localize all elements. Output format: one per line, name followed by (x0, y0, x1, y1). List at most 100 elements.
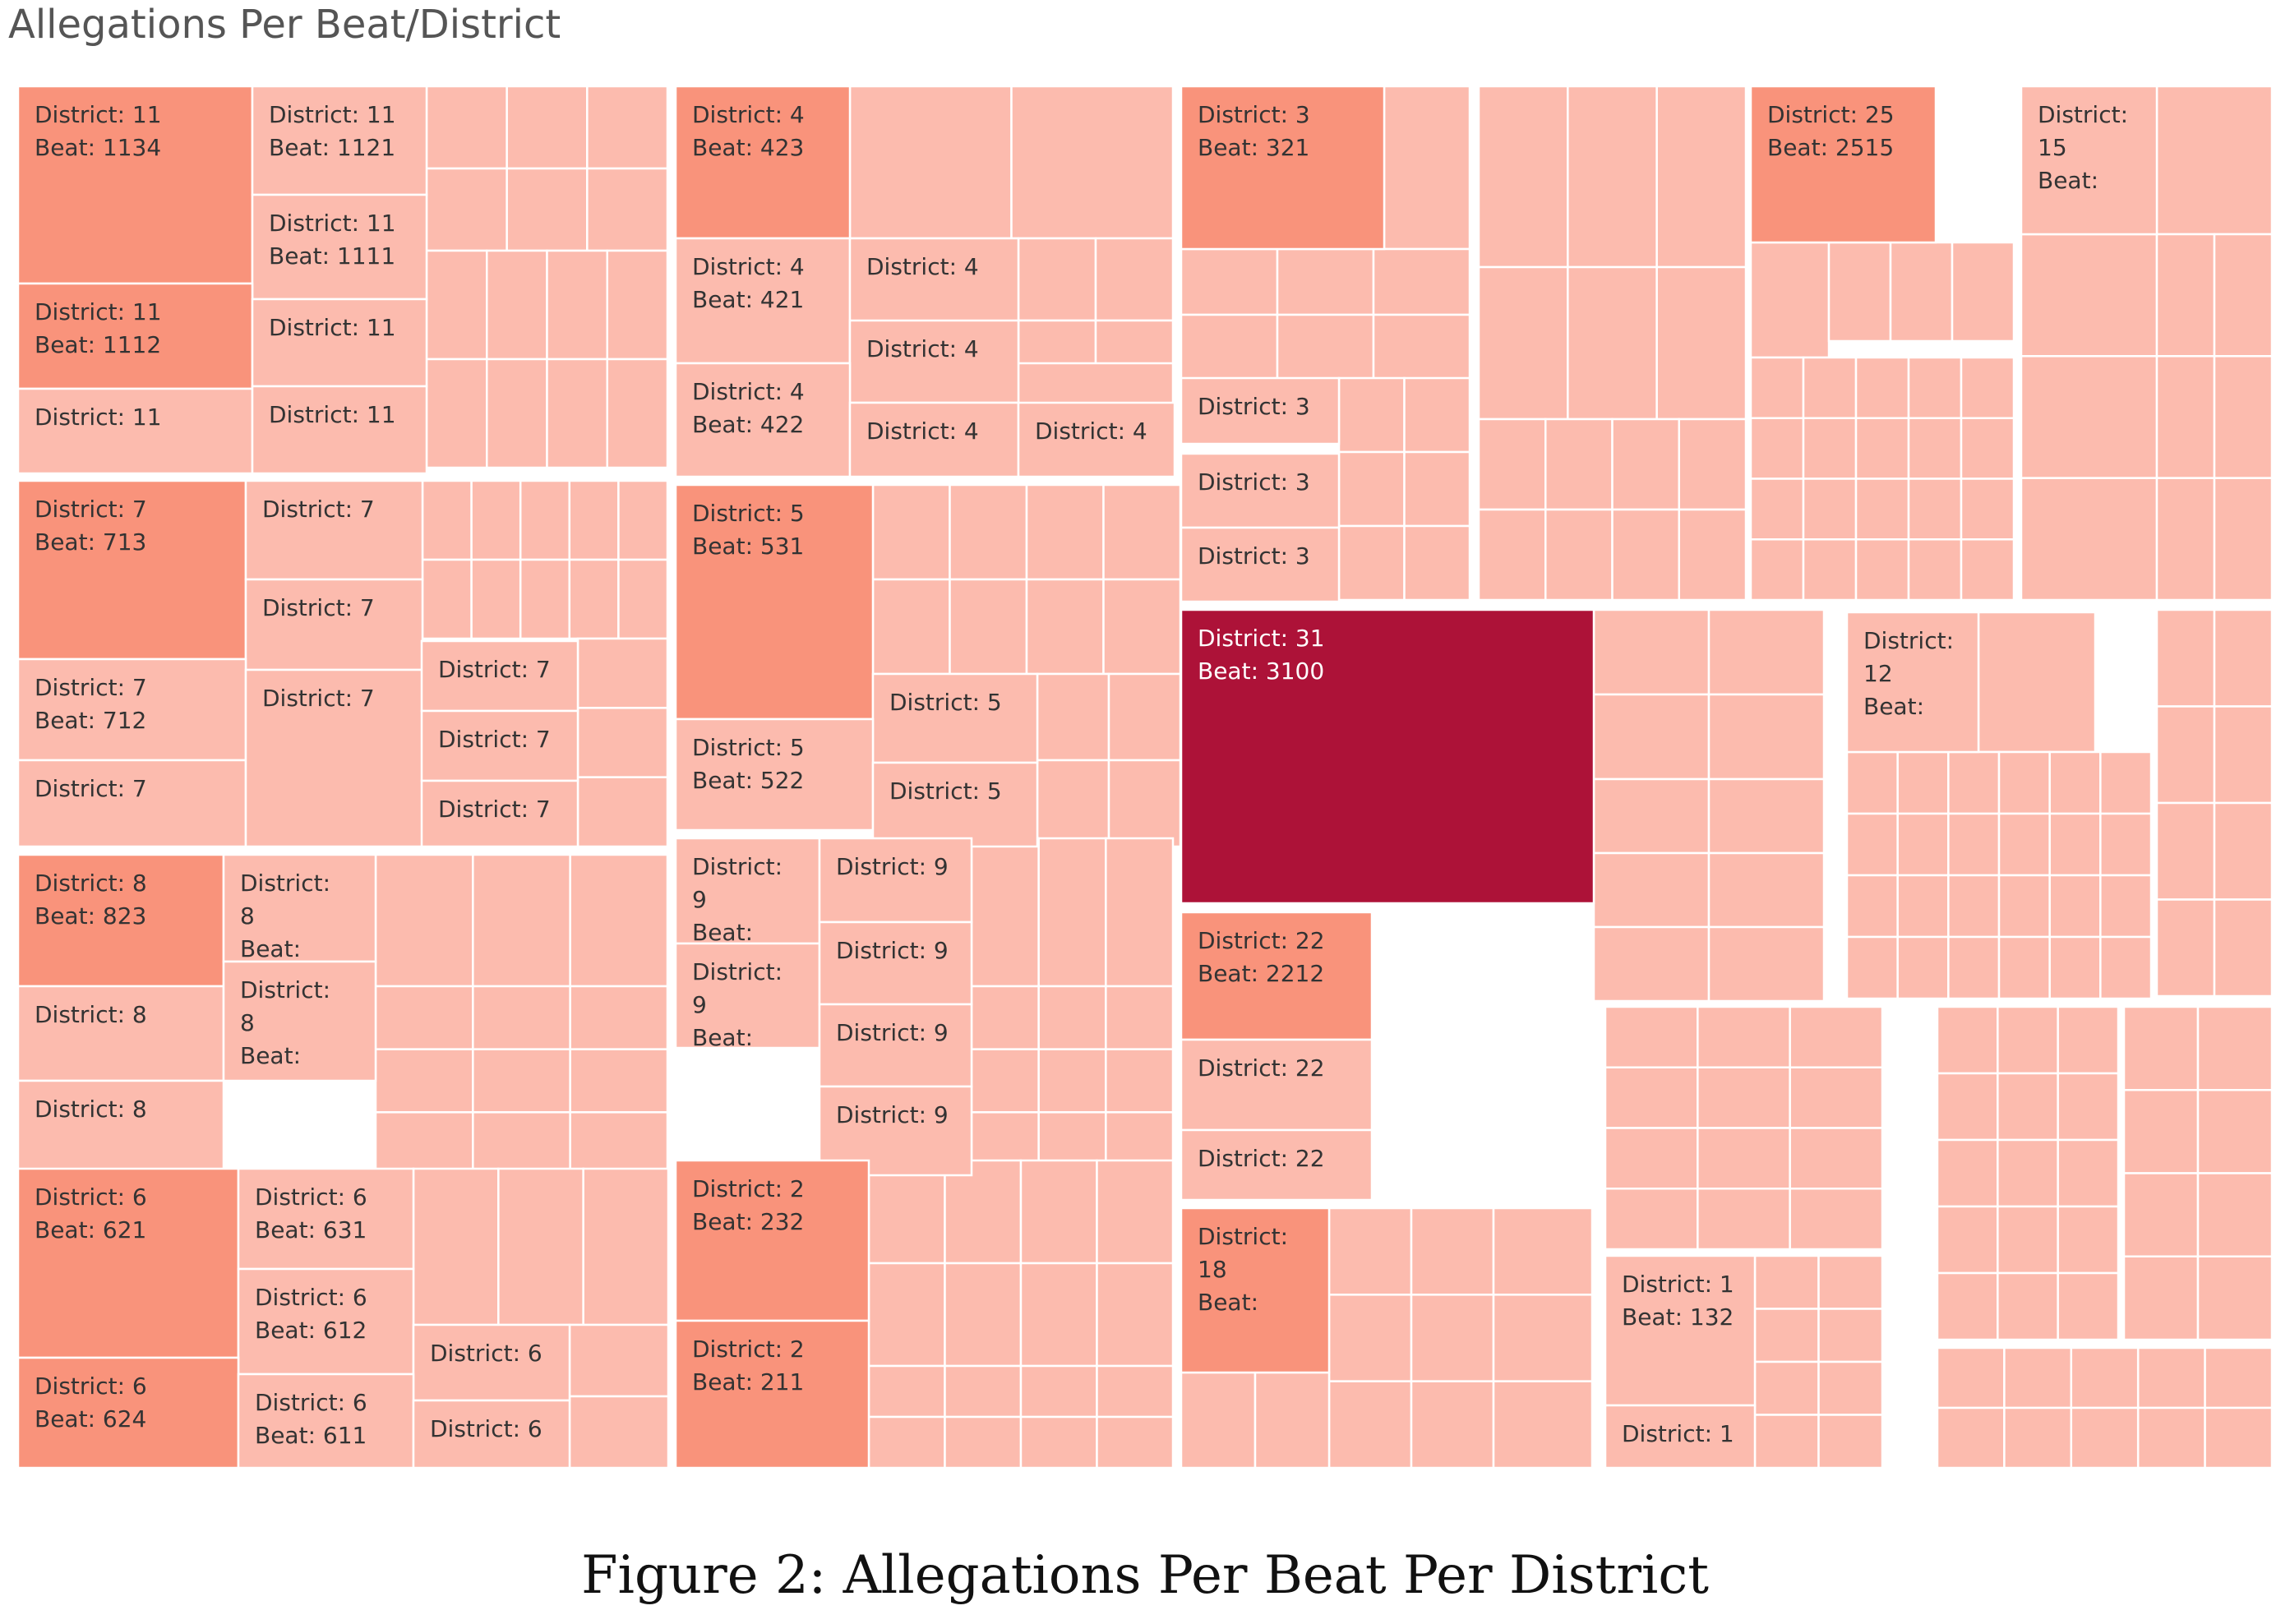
tile-label: 15 (2038, 134, 2067, 161)
tile-label: District: 3 (1198, 542, 1310, 570)
treemap-tile (2004, 1348, 2071, 1408)
treemap-tile (1709, 853, 1824, 927)
tile-label: District: 7 (438, 726, 551, 753)
treemap-tile (1374, 249, 1470, 315)
treemap-tile (1819, 1256, 1883, 1309)
tile-label: District: 7 (438, 656, 551, 683)
treemap-tile (2157, 234, 2214, 356)
treemap-tile (570, 1325, 668, 1396)
tile-label: Beat: 522 (692, 767, 804, 794)
treemap-tile (547, 359, 607, 468)
treemap-tile (2198, 1174, 2272, 1257)
treemap-tile (1039, 838, 1106, 986)
treemap-tile (2138, 1408, 2205, 1468)
treemap-tile (1898, 814, 1949, 875)
treemap-tile (2214, 803, 2272, 900)
treemap-tile (1697, 1188, 1789, 1249)
tile-label: District: 4 (866, 335, 979, 362)
treemap-tile (2058, 1140, 2118, 1206)
tile-label: District: 4 (866, 418, 979, 445)
treemap-tile (2124, 1257, 2198, 1340)
treemap-tile (2058, 1273, 2118, 1340)
tile-label: District: 11 (269, 101, 396, 128)
treemap-tile (520, 560, 570, 639)
treemap-tile (1594, 610, 1709, 694)
tile-label: Beat: 1121 (269, 134, 395, 161)
treemap-tile (1018, 238, 1096, 321)
treemap-tile (1937, 1206, 1997, 1273)
tile-label: District: 22 (1198, 1145, 1325, 1172)
tile-label: District: 1 (1622, 1271, 1734, 1298)
treemap-tile (2138, 1348, 2205, 1408)
treemap-tile (1751, 479, 1803, 540)
treemap-tile (1997, 1140, 2057, 1206)
treemap-tile (2198, 1090, 2272, 1173)
treemap-tile (2021, 478, 2157, 600)
tile-label: District: 6 (255, 1389, 367, 1416)
treemap-tile (2214, 234, 2272, 356)
treemap-tile (1937, 1140, 1997, 1206)
tile-label: District: 3 (1198, 101, 1310, 128)
treemap-tile (1411, 1382, 1494, 1468)
tile-label: District: 11 (269, 314, 396, 341)
tile-label: Beat: 1134 (35, 134, 161, 161)
treemap-tile (1339, 378, 1405, 452)
tile-label: Beat: 211 (692, 1368, 804, 1396)
treemap-tile (1891, 242, 1952, 341)
treemap-tile (1097, 1263, 1174, 1366)
treemap-tile (1961, 418, 2014, 479)
treemap-tile (1937, 1007, 1997, 1073)
tile-label: Beat: (1198, 1289, 1258, 1316)
treemap-tile (1790, 1188, 1882, 1249)
treemap-tile (2058, 1206, 2118, 1273)
tile-label: District: 7 (35, 674, 147, 701)
treemap-tile (472, 481, 521, 560)
treemap-tile (873, 674, 1037, 763)
tile-label: District: (692, 853, 783, 880)
treemap-tile (2205, 1348, 2272, 1408)
treemap-tile (1937, 1348, 2004, 1408)
treemap-tile (1106, 986, 1173, 1050)
treemap-tile (1790, 1007, 1882, 1068)
treemap-tile (1829, 242, 1891, 341)
tile-label: 9 (692, 886, 707, 913)
treemap-tile (607, 359, 667, 468)
treemap-tile (2157, 803, 2214, 900)
treemap-tile (413, 1169, 498, 1325)
treemap-tile (1605, 1188, 1697, 1249)
treemap-tile (850, 86, 1012, 238)
treemap-tile (1997, 1007, 2057, 1073)
treemap-tile (1819, 1309, 1883, 1363)
treemap-tile (1999, 752, 2050, 814)
treemap-tile (1999, 937, 2050, 999)
treemap-tile (1952, 242, 2014, 341)
tile-label: District: (240, 976, 330, 1003)
treemap-tile (1803, 418, 1856, 479)
treemap-tile (1679, 510, 1746, 600)
tile-label: Beat: 2515 (1767, 134, 1894, 161)
treemap-tile (1709, 927, 1824, 1001)
treemap-tile (2124, 1174, 2198, 1257)
treemap-tile (1594, 694, 1709, 779)
tile-label: Beat: 611 (255, 1422, 367, 1449)
treemap-tile (1405, 452, 1470, 526)
treemap-tile (1181, 610, 1594, 903)
tile-label: Beat: (240, 1042, 301, 1069)
treemap-tile (570, 1396, 668, 1468)
treemap-tile (1709, 610, 1824, 694)
treemap-tile (1697, 1068, 1789, 1128)
treemap-tile (2100, 937, 2151, 999)
treemap-tile (473, 1050, 570, 1113)
tile-label: District: 4 (1035, 418, 1147, 445)
treemap-tile (1329, 1382, 1411, 1468)
treemap-tile (507, 168, 588, 251)
treemap-tile (2050, 937, 2101, 999)
treemap-tile (2021, 234, 2157, 356)
tile-label: Beat: 422 (692, 411, 804, 438)
treemap-tile (472, 560, 521, 639)
treemap-tile (1997, 1273, 2057, 1340)
tile-label: District: (692, 958, 783, 985)
treemap-tile (578, 708, 667, 777)
treemap-tile (1751, 539, 1803, 600)
treemap-tile (1657, 86, 1746, 267)
